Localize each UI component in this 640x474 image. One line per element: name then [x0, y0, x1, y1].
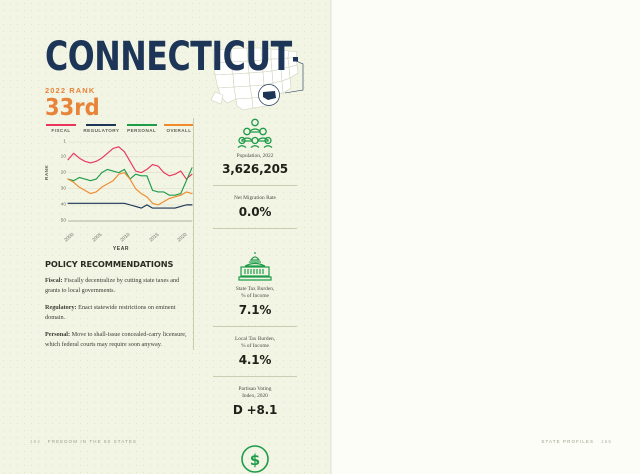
chart-y-tick: 20 [60, 170, 66, 176]
legend-item-regulatory: REGULATORY [83, 124, 119, 133]
legend-swatch-personal [126, 124, 157, 127]
footer-text-right: STATE PROFILES [541, 439, 595, 444]
stat-divider [213, 325, 297, 327]
legend-item-overall: OVERALL [164, 124, 194, 133]
page-number-right: 165 [601, 439, 612, 444]
legend-item-personal: PERSONAL [126, 124, 157, 134]
chart-x-tick: 2010 [120, 232, 132, 244]
footer-right: STATE PROFILES 165 [541, 439, 612, 444]
stat-divider [213, 185, 297, 187]
stat-divider [213, 227, 297, 229]
chart-x-tick: 2015 [148, 232, 160, 244]
chart-y-tick: 30 [60, 186, 66, 192]
policy-title: POLICY RECOMMENDATIONS [45, 259, 174, 269]
chart-y-tick: 10 [60, 154, 66, 160]
us-map-icon [205, 40, 310, 112]
legend-label-overall: OVERALL [166, 128, 192, 134]
legend-swatch-fiscal [46, 124, 76, 127]
stat-label-line: Partisan Voting [238, 385, 272, 392]
stat-label-line: % of Income [241, 343, 269, 350]
stat-label-net-migration: Net Migration Rate [234, 195, 276, 202]
chart-y-tick: 50 [60, 218, 66, 224]
left-page: CONNECTICUT 2022 RANK 33rd [0, 0, 330, 474]
freedom-rank-chart: FISCAL REGULATORY PERSONAL OVERALL RANK … [44, 124, 196, 252]
stat-label-line: Index, 2020 [242, 393, 268, 400]
stat-value-population: 3,626,205 [222, 162, 288, 177]
legend-item-fiscal: FISCAL [46, 124, 76, 133]
chart-y-tick: 40 [60, 202, 66, 208]
stat-value-net-migration: 0.0% [238, 204, 272, 219]
svg-text:$: $ [250, 451, 260, 469]
policy-item: Regulatory: Enact statewide restrictions… [45, 303, 187, 323]
chart-y-tick: 1 [63, 139, 66, 145]
stat-label-line: Local Tax Burden, [234, 335, 276, 342]
chart-line-overall [67, 172, 193, 206]
spacer [200, 430, 310, 443]
stat-label-local-tax-burden: Local Tax Burden, % of Income [200, 336, 310, 351]
rank-label: 2022 RANK [45, 86, 96, 95]
chart-x-tick: 2020 [176, 232, 189, 244]
spacer [200, 417, 310, 430]
chart-x-tick: 2005 [92, 232, 104, 244]
page-gutter [330, 0, 333, 474]
policy-item-text: Enact statewide restrictions on eminent … [45, 304, 176, 322]
stat-label-state-tax-burden: State Tax Burden, % of Income [200, 286, 310, 301]
dollar-circle-icon: $ [241, 444, 269, 473]
people-group-icon [237, 118, 273, 148]
chart-line-fiscal [67, 146, 193, 181]
stat-value-partisan-voting-index: D +8.1 [232, 402, 278, 417]
page-title: CONNECTICUT [45, 32, 292, 80]
footer-text-left: FREEDOM IN THE 50 STATES [47, 439, 138, 444]
stat-label-line: % of Income [241, 293, 269, 300]
policy-recommendations: POLICY RECOMMENDATIONS Fiscal: Fiscally … [45, 259, 187, 357]
chart-legend: FISCAL REGULATORY PERSONAL OVERALL [46, 124, 194, 133]
policy-item-label: Fiscal: [45, 277, 63, 284]
stat-value-state-tax-burden: 7.1% [238, 302, 272, 317]
right-page: ANALYSIS Over the long run, Connecticut … [330, 0, 640, 474]
spacer [200, 238, 310, 251]
rank-value: 33rd [45, 93, 100, 121]
stat-label-partisan-voting-index: Partisan Voting Index, 2020 [200, 386, 310, 401]
legend-label-regulatory: REGULATORY [83, 128, 120, 134]
chart-lines [67, 142, 193, 222]
policy-item: Personal: Move to shall-issue concealed-… [45, 330, 187, 350]
legend-swatch-overall [164, 124, 194, 127]
stat-label-line: State Tax Burden, [235, 285, 275, 292]
stat-label-population: Population, 2022 [236, 153, 274, 159]
page-number-left: 164 [30, 439, 41, 444]
stat-divider [213, 375, 297, 377]
policy-item: Fiscal: Fiscally decentralize by cutting… [45, 276, 187, 296]
chart-x-tick: 2000 [63, 232, 76, 244]
state-statistics: Population, 2022 3,626,205 Net Migration… [200, 118, 310, 474]
legend-label-personal: PERSONAL [127, 128, 157, 134]
footer-left: 164 FREEDOM IN THE 50 STATES [30, 439, 137, 444]
legend-label-fiscal: FISCAL [51, 128, 71, 134]
policy-item-label: Regulatory: [45, 304, 77, 312]
chart-line-regulatory [67, 203, 193, 210]
capitol-building-icon [238, 251, 272, 281]
chart-x-axis-title: YEAR [112, 246, 130, 253]
policy-item-text: Fiscally decentralize by cutting state t… [45, 277, 180, 295]
policy-item-text: Move to shall-issue concealed-carry lice… [45, 331, 187, 349]
policy-item-label: Personal: [45, 331, 71, 339]
legend-swatch-regulatory [86, 124, 117, 127]
state-header: CONNECTICUT 2022 RANK 33rd [45, 32, 315, 121]
stat-value-local-tax-burden: 4.1% [238, 352, 272, 367]
stats-divider [193, 118, 194, 350]
chart-plot-area: RANK 1 10 20 30 40 50 2000 2005 2010 2015 2020 YE… [44, 138, 196, 252]
